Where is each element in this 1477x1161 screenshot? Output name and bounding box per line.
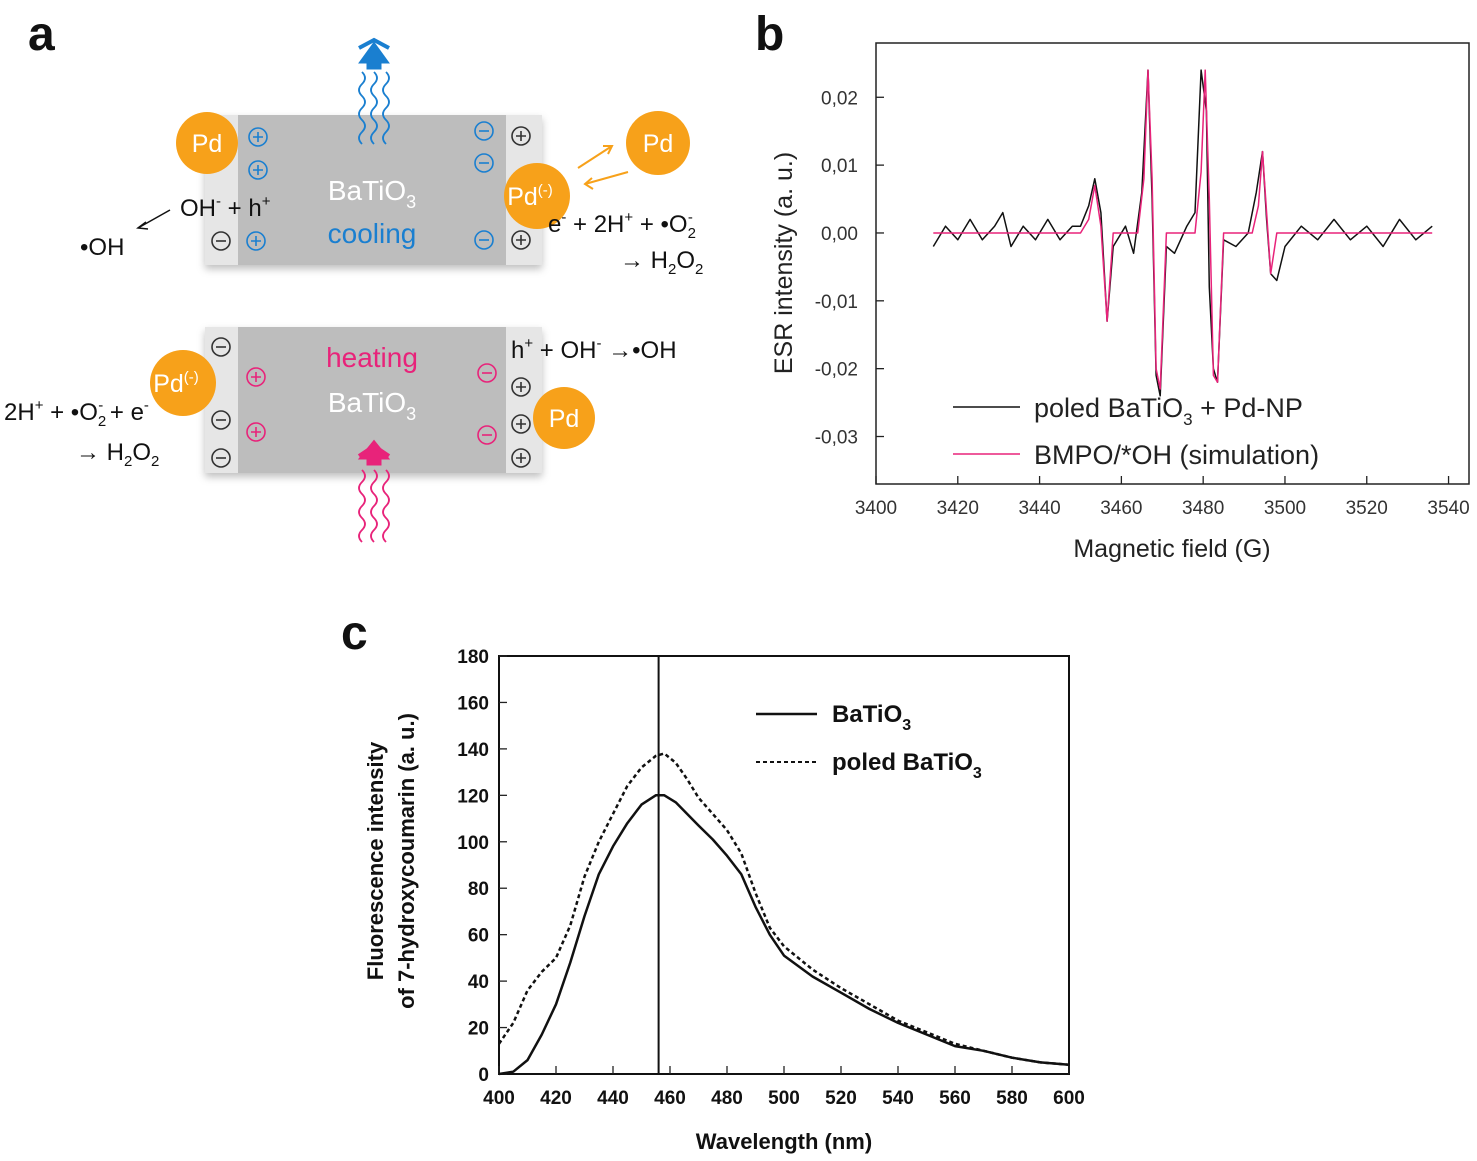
svg-text:OH- + h+: OH- + h+ <box>180 193 271 222</box>
series-group <box>932 69 1433 397</box>
svg-text:Pd: Pd <box>192 130 223 158</box>
x-tick-label: 460 <box>654 1088 686 1109</box>
pd-particle-detached: Pd <box>626 111 690 175</box>
cooling-slab-charges <box>211 121 531 251</box>
heating-slab-charges <box>211 337 531 468</box>
svg-text:Pd: Pd <box>549 405 580 433</box>
y-tick-label: -0,02 <box>815 360 858 381</box>
x-tick-label: 420 <box>540 1088 572 1109</box>
series-group <box>497 656 1070 1076</box>
legend-label-0: poled BaTiO3 + Pd-NP <box>1034 393 1303 429</box>
x-tick-label: 3420 <box>937 498 979 519</box>
series-line-1 <box>497 752 1070 1066</box>
legend-label-0: BaTiO3 <box>832 701 911 734</box>
y-tick-label: 80 <box>468 879 489 900</box>
x-tick-label: 3480 <box>1182 498 1224 519</box>
svg-text:2H+ + •O2- + e-: 2H+ + •O2- + e- <box>4 397 149 430</box>
axis-ticks: 3400 3420 3440 3460 3480 3500 3520 3540 -0,03 -0,… <box>815 88 1470 519</box>
y-tick-label: 40 <box>468 972 489 993</box>
cooling-slab-material: BaTiO3 <box>328 175 416 212</box>
series-line-1 <box>933 69 1433 390</box>
svg-text:Pd(-): Pd(-) <box>507 182 553 211</box>
y-tick-label: 0,02 <box>821 88 858 109</box>
svg-text:•OH: •OH <box>80 234 124 261</box>
plot-frame <box>875 42 1470 485</box>
x-tick-label: 3540 <box>1427 498 1469 519</box>
x-tick-label: 3500 <box>1264 498 1306 519</box>
y-axis-title-line2: of 7-hydroxycoumarin (a. u.) <box>394 713 419 1009</box>
y-tick-label: -0,03 <box>815 428 858 449</box>
x-tick-label: 400 <box>483 1088 515 1109</box>
x-tick-label: 600 <box>1053 1088 1085 1109</box>
y-tick-label: 180 <box>457 647 489 668</box>
x-tick-label: 540 <box>882 1088 914 1109</box>
x-tick-label: 3520 <box>1346 498 1388 519</box>
y-axis-title-line1: Fluorescence intensity <box>363 741 388 980</box>
y-tick-label: 140 <box>457 740 489 761</box>
x-axis-title: Wavelength (nm) <box>696 1129 872 1154</box>
x-tick-label: 580 <box>996 1088 1028 1109</box>
x-tick-label: 3460 <box>1100 498 1142 519</box>
heating-slab-material: BaTiO3 <box>328 387 416 424</box>
panel-c-fluorescence-chart: c 400 420 440 460 480 500 520 540 560 580 60002040… <box>341 607 1085 1154</box>
panel-b-letter: b <box>755 8 784 61</box>
y-tick-label: 160 <box>457 693 489 714</box>
panel-a-letter: a <box>28 8 55 61</box>
series-line-0 <box>498 794 1070 1076</box>
x-tick-label: 3440 <box>1018 498 1060 519</box>
panel-c-letter: c <box>341 607 368 660</box>
pd-charged-particle-top-right: Pd(-) <box>504 163 570 229</box>
pd-particle-top-left: Pd <box>176 112 238 174</box>
reaction-bottom-right: h+ + OH- →•OH <box>511 335 677 364</box>
svg-text:e- + 2H+ + •O2-: e- + 2H+ + •O2- <box>548 209 696 242</box>
pd-particle-bottom-right: Pd <box>533 387 595 449</box>
reaction-top-right: e- + 2H+ + •O2- → H2O2 <box>548 209 703 278</box>
x-tick-label: 3400 <box>855 498 897 519</box>
reaction-top-left: OH- + h+ •OH <box>80 193 271 261</box>
y-tick-label: -0,01 <box>815 292 858 313</box>
x-axis-title: Magnetic field (G) <box>1073 535 1270 563</box>
svg-text:Pd: Pd <box>643 130 674 158</box>
y-tick-label: 0,00 <box>821 224 858 245</box>
axis-ticks: 400 420 440 460 480 500 520 540 560 580 600 0 20 40 60… <box>457 647 1085 1109</box>
legend: poled BaTiO3 + Pd-NP BMPO/*OH (simulatio… <box>953 393 1319 470</box>
panel-a-schematic: a BaTiO3 cooling heating BaTiO3 <box>4 8 703 543</box>
cooling-label: cooling <box>328 218 417 249</box>
heating-heat-flow-arrow <box>357 439 391 543</box>
svg-text:→ H2O2: → H2O2 <box>76 439 159 470</box>
svg-text:h+ + OH- →•OH: h+ + OH- →•OH <box>511 335 677 364</box>
reaction-bottom-left: 2H+ + •O2- + e- → H2O2 <box>4 397 159 470</box>
pd-charged-particle-bottom-left: Pd(-) <box>150 350 216 416</box>
x-tick-label: 560 <box>939 1088 971 1109</box>
cooling-heat-flow-arrow <box>358 37 390 145</box>
x-tick-label: 480 <box>711 1088 743 1109</box>
legend: BaTiO3 poled BaTiO3 <box>756 701 982 782</box>
y-tick-label: 0,01 <box>821 156 858 177</box>
y-tick-label: 60 <box>468 926 489 947</box>
y-axis-title: ESR intensity (a. u.) <box>770 152 798 374</box>
y-tick-label: 100 <box>457 833 489 854</box>
legend-label-1: BMPO/*OH (simulation) <box>1034 440 1319 470</box>
x-tick-label: 500 <box>768 1088 800 1109</box>
plot-frame <box>498 655 1070 1075</box>
svg-text:Pd(-): Pd(-) <box>153 369 199 398</box>
x-tick-label: 520 <box>825 1088 857 1109</box>
y-tick-label: 120 <box>457 786 489 807</box>
x-tick-label: 440 <box>597 1088 629 1109</box>
svg-text:→ H2O2: → H2O2 <box>620 247 703 278</box>
panel-b-esr-chart: b 3400 3420 3440 3460 3480 3500 3520 3540 -0,03 -… <box>755 8 1470 563</box>
y-tick-label: 0 <box>478 1065 489 1086</box>
heating-label: heating <box>326 342 418 373</box>
legend-label-1: poled BaTiO3 <box>832 749 982 782</box>
pd-exchange-arrows <box>577 145 629 190</box>
y-tick-label: 20 <box>468 1019 489 1040</box>
